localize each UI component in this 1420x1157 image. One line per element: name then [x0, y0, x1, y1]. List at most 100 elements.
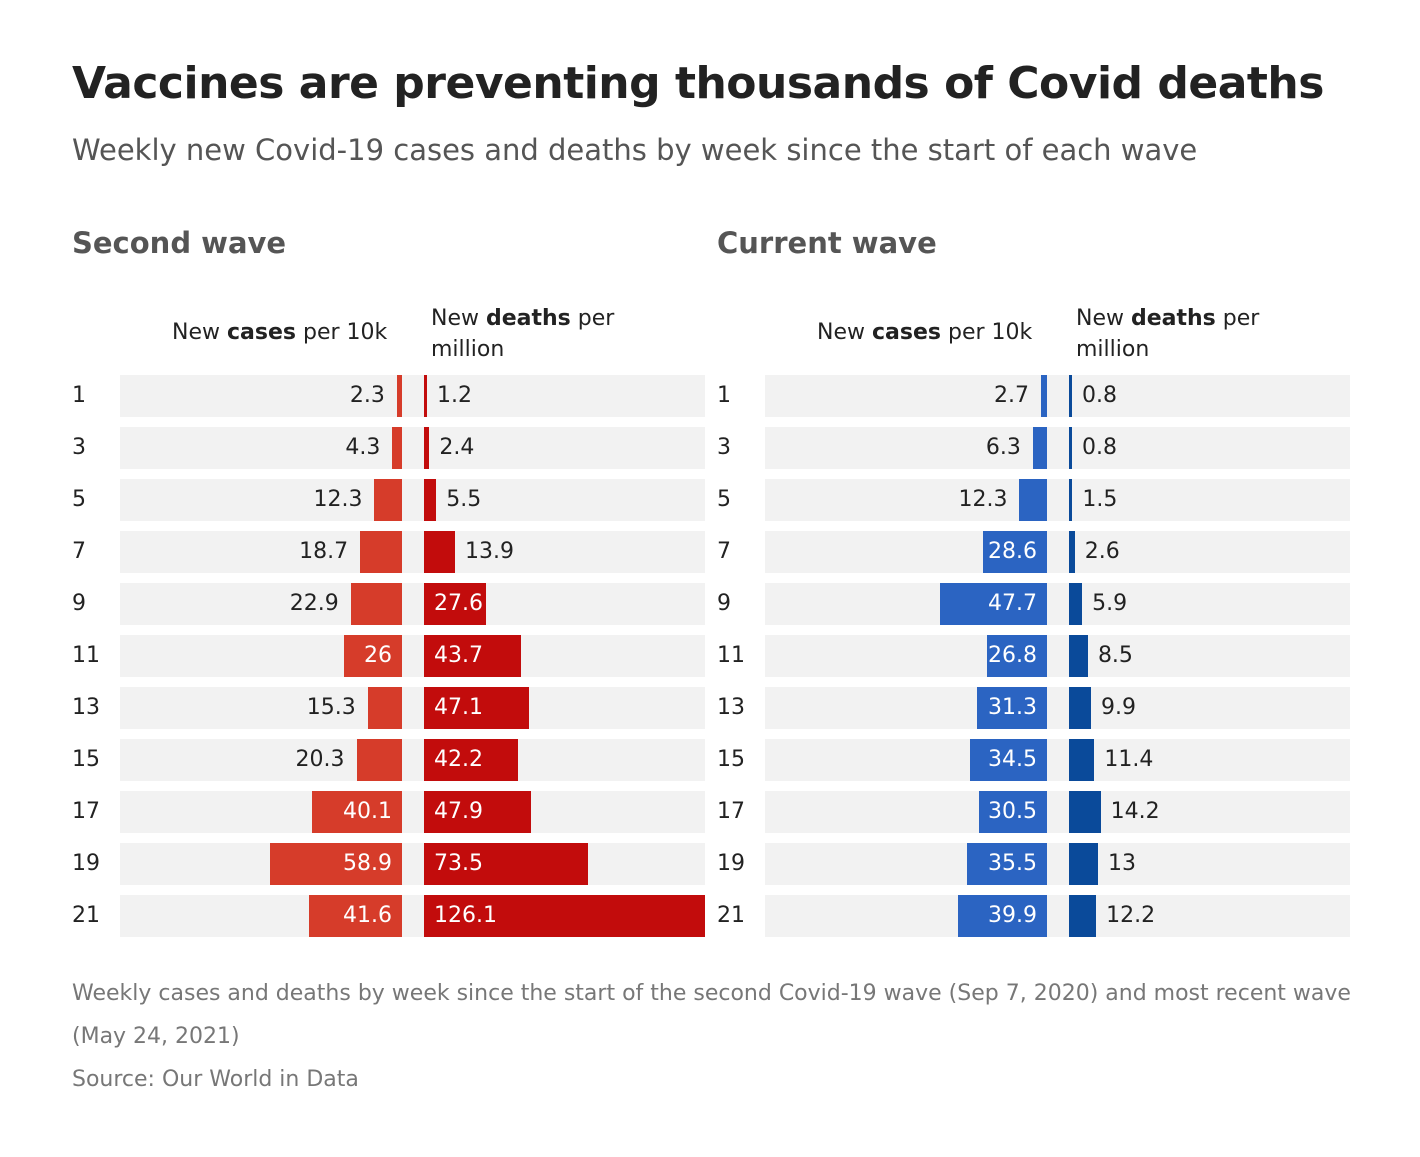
cases-bar [940, 583, 1047, 625]
cases-value-label: 26 [364, 643, 392, 668]
cases-value-label: 39.9 [988, 903, 1037, 928]
row-background [765, 375, 1350, 417]
cases-bar [1040, 375, 1047, 417]
cases-value-label: 28.6 [988, 539, 1037, 564]
header-text: per million [431, 306, 615, 362]
cases-bar [967, 843, 1047, 885]
cases-value-label: 12.3 [313, 487, 363, 512]
cases-bar [982, 531, 1047, 573]
cases-value-label: 47.7 [988, 591, 1037, 616]
cases-value-label: 34.5 [988, 747, 1037, 772]
cases-value-label: 40.1 [343, 799, 392, 824]
second-wave-row-week-9: 9 22.9 27.6 [72, 583, 705, 625]
header-text: per 10k [295, 320, 388, 345]
cases-bar [350, 583, 402, 625]
header-text: per million [1076, 306, 1260, 362]
deaths-bar [1069, 583, 1083, 625]
row-background [765, 687, 1350, 729]
week-label: 7 [717, 539, 731, 564]
cases-bar [270, 843, 402, 885]
current-wave-row-week-15: 15 34.5 11.4 [717, 739, 1350, 781]
deaths-bar [424, 687, 529, 729]
header-bold: deaths [1130, 306, 1216, 331]
week-label: 11 [717, 643, 745, 668]
cases-value-label: 26.8 [988, 643, 1037, 668]
deaths-bar [1069, 739, 1095, 781]
header-bold: deaths [485, 306, 571, 331]
week-label: 15 [717, 747, 745, 772]
week-label: 15 [72, 747, 100, 772]
header-text: New [431, 306, 486, 331]
row-background [120, 479, 705, 521]
deaths-value-label: 14.2 [1110, 799, 1160, 824]
deaths-value-label: 9.9 [1101, 695, 1137, 720]
week-label: 13 [72, 695, 100, 720]
row-background [765, 739, 1350, 781]
current-wave-row-week-13: 13 31.3 9.9 [717, 687, 1350, 729]
deaths-value-label: 73.5 [434, 851, 483, 876]
cases-value-label: 20.3 [295, 747, 345, 772]
deaths-value-label: 47.1 [434, 695, 483, 720]
cases-bar [1019, 479, 1047, 521]
deaths-value-label: 27.6 [434, 591, 483, 616]
row-background [120, 791, 705, 833]
cases-value-label: 6.3 [985, 435, 1021, 460]
deaths-bar [424, 739, 519, 781]
deaths-value-label: 2.4 [439, 435, 475, 460]
current-wave-row-week-5: 5 12.3 1.5 [717, 479, 1350, 521]
current-cases-header: New cases per 10k [817, 317, 1032, 348]
cases-bar [374, 479, 402, 521]
deaths-bar [1069, 375, 1072, 417]
week-label: 19 [717, 851, 745, 876]
deaths-value-label: 43.7 [434, 643, 483, 668]
deaths-value-label: 13.9 [464, 539, 514, 564]
cases-value-label: 58.9 [343, 851, 392, 876]
deaths-bar [1069, 791, 1101, 833]
second-wave-row-week-17: 17 40.1 47.9 [72, 791, 705, 833]
week-label: 3 [717, 435, 731, 460]
row-background [120, 583, 705, 625]
current-wave-title: Current wave [717, 226, 937, 260]
header-text: New [1076, 306, 1131, 331]
deaths-bar [1069, 531, 1075, 573]
cases-value-label: 22.9 [289, 591, 339, 616]
week-label: 3 [72, 435, 86, 460]
deaths-value-label: 1.2 [437, 383, 472, 408]
cases-bar [308, 895, 402, 937]
week-label: 7 [72, 539, 86, 564]
deaths-value-label: 126.1 [434, 903, 497, 928]
deaths-bar [424, 895, 705, 937]
deaths-value-label: 12.2 [1106, 903, 1156, 928]
footnote: Weekly cases and deaths by week since th… [72, 981, 1351, 1049]
deaths-bar [424, 583, 486, 625]
week-label: 17 [72, 799, 100, 824]
second-wave-row-week-3: 3 4.3 2.4 [72, 427, 705, 469]
chart-subtitle: Weekly new Covid-19 cases and deaths by … [72, 133, 1198, 167]
deaths-bar [424, 479, 437, 521]
header-text: per 10k [940, 320, 1033, 345]
week-label: 1 [72, 383, 86, 408]
row-background [765, 583, 1350, 625]
deaths-bar [424, 375, 427, 417]
current-wave-row-week-11: 11 26.8 8.5 [717, 635, 1350, 677]
cases-value-label: 15.3 [306, 695, 356, 720]
week-label: 21 [717, 903, 745, 928]
deaths-value-label: 1.5 [1082, 487, 1118, 512]
cases-bar [978, 791, 1047, 833]
week-label: 1 [717, 383, 731, 408]
second-wave-row-week-13: 13 15.3 47.1 [72, 687, 705, 729]
cases-value-label: 41.6 [343, 903, 392, 928]
current-wave-row-week-1: 1 2.7 0.8 [717, 375, 1350, 417]
week-label: 19 [72, 851, 100, 876]
current-wave-row-week-7: 7 28.6 2.6 [717, 531, 1350, 573]
row-background [765, 427, 1350, 469]
row-background [765, 895, 1350, 937]
row-background [120, 375, 705, 417]
cases-value-label: 35.5 [988, 851, 1037, 876]
second-wave-title: Second wave [72, 226, 287, 260]
deaths-value-label: 5.9 [1092, 591, 1128, 616]
row-background [120, 531, 705, 573]
week-label: 5 [72, 487, 86, 512]
deaths-bar [1069, 427, 1072, 469]
second-wave-row-week-5: 5 12.3 5.5 [72, 479, 705, 521]
